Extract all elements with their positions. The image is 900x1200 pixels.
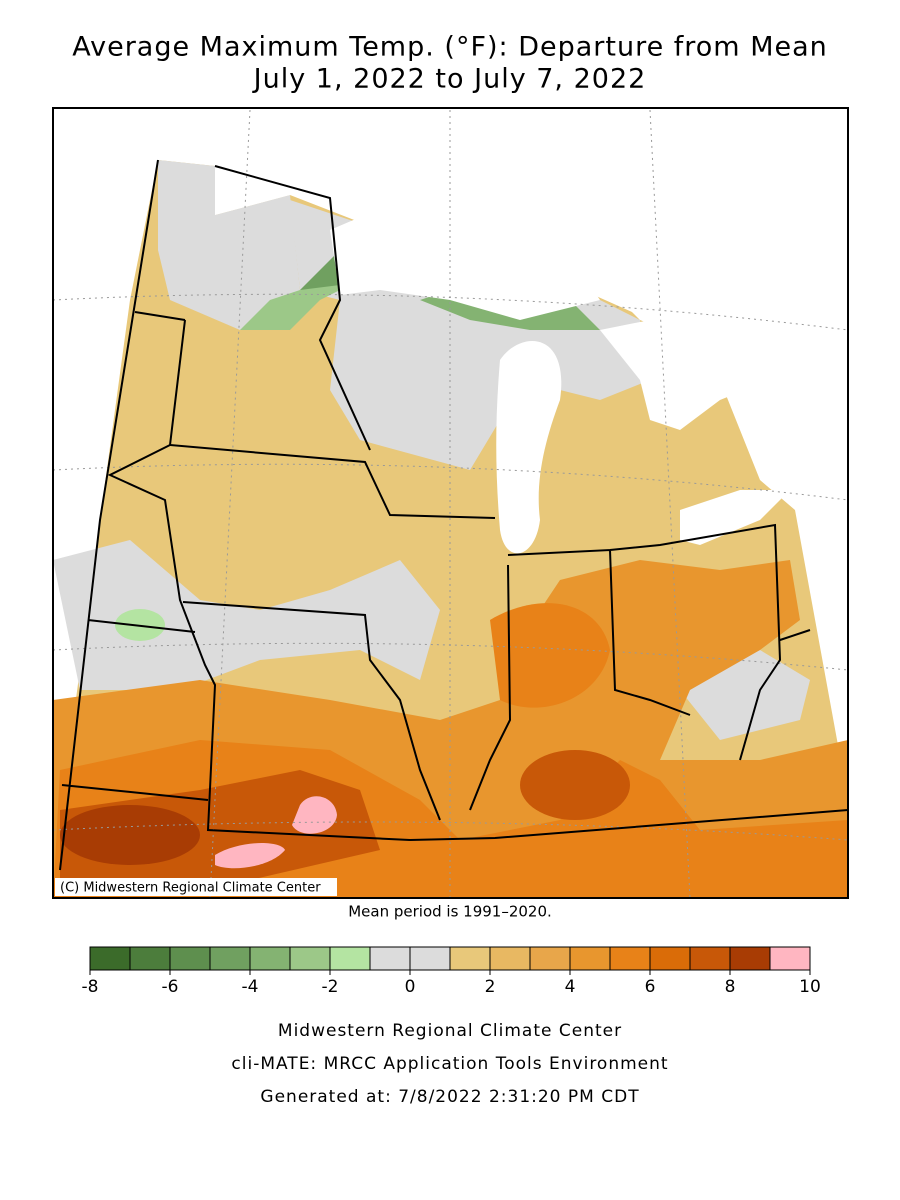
footer-line: Midwestern Regional Climate Center — [278, 1021, 622, 1041]
legend-swatch — [649, 946, 691, 971]
legend-swatch — [689, 946, 731, 971]
legend-tick-label: 8 — [725, 977, 736, 997]
legend-swatch — [369, 946, 411, 971]
legend-swatch — [329, 946, 371, 971]
credit-box — [55, 878, 337, 896]
legend-swatch — [529, 946, 571, 971]
legend-swatch — [289, 946, 331, 971]
legend: -8 -6 -4 -2 0 2 4 6 8 10 — [82, 946, 821, 997]
legend-tick-label: 4 — [565, 977, 576, 997]
legend-swatch — [489, 946, 531, 971]
footer-line: Generated at: 7/8/2022 2:31:20 PM CDT — [260, 1087, 639, 1107]
legend-tick-label: 10 — [799, 977, 821, 997]
legend-swatch — [449, 946, 491, 971]
legend-tick-label: -8 — [82, 977, 99, 997]
legend-tick-label: -4 — [242, 977, 259, 997]
legend-tick-label: -2 — [322, 977, 339, 997]
legend-swatch — [729, 946, 771, 971]
map: (C) Midwestern Regional Climate Center — [52, 107, 849, 899]
legend-swatch — [769, 946, 811, 971]
legend-swatch — [209, 946, 251, 971]
mean-period-note: Mean period is 1991–2020. — [348, 903, 552, 921]
legend-tick-label: 6 — [645, 977, 656, 997]
legend-swatch — [569, 946, 611, 971]
title: Average Maximum Temp. (°F): Departure fr… — [72, 32, 828, 63]
map-frame — [52, 107, 849, 899]
legend-tick-label: 0 — [405, 977, 416, 997]
footer-line: cli-MATE: MRCC Application Tools Environ… — [231, 1054, 668, 1074]
subtitle: July 1, 2022 to July 7, 2022 — [252, 64, 647, 95]
map-credit: (C) Midwestern Regional Climate Center — [60, 881, 321, 896]
legend-swatch — [169, 946, 211, 971]
legend-tick-label: 2 — [485, 977, 496, 997]
legend-swatch — [249, 946, 291, 971]
legend-swatch — [609, 946, 651, 971]
legend-swatch — [129, 946, 171, 971]
legend-swatch — [409, 946, 451, 971]
legend-swatch — [89, 946, 131, 971]
legend-tick-label: -6 — [162, 977, 179, 997]
